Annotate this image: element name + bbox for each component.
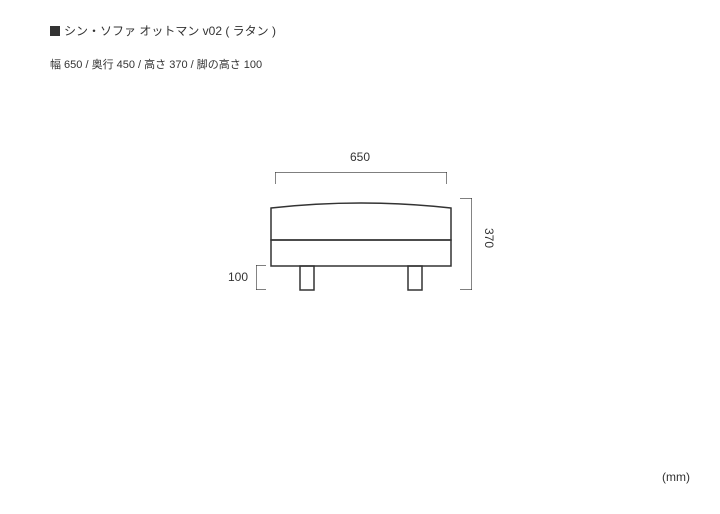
width-dimension-label: 650 [350, 150, 370, 164]
leg-height-dimension-label: 100 [228, 270, 248, 284]
technical-drawing: 650 370 100 [260, 150, 520, 350]
ottoman-front-view [270, 198, 452, 298]
height-dimension-bracket [460, 198, 472, 290]
unit-label: (mm) [662, 470, 690, 484]
leg-height-dimension-bracket [256, 265, 266, 290]
title-text: シン・ソファ オットマン v02 ( ラタン ) [64, 22, 276, 39]
title-marker [50, 26, 60, 36]
width-dimension-bracket [275, 172, 447, 184]
product-title: シン・ソファ オットマン v02 ( ラタン ) [50, 22, 276, 39]
height-dimension-label: 370 [482, 228, 496, 248]
dimensions-summary: 幅 650 / 奥行 450 / 高さ 370 / 脚の高さ 100 [50, 56, 262, 72]
